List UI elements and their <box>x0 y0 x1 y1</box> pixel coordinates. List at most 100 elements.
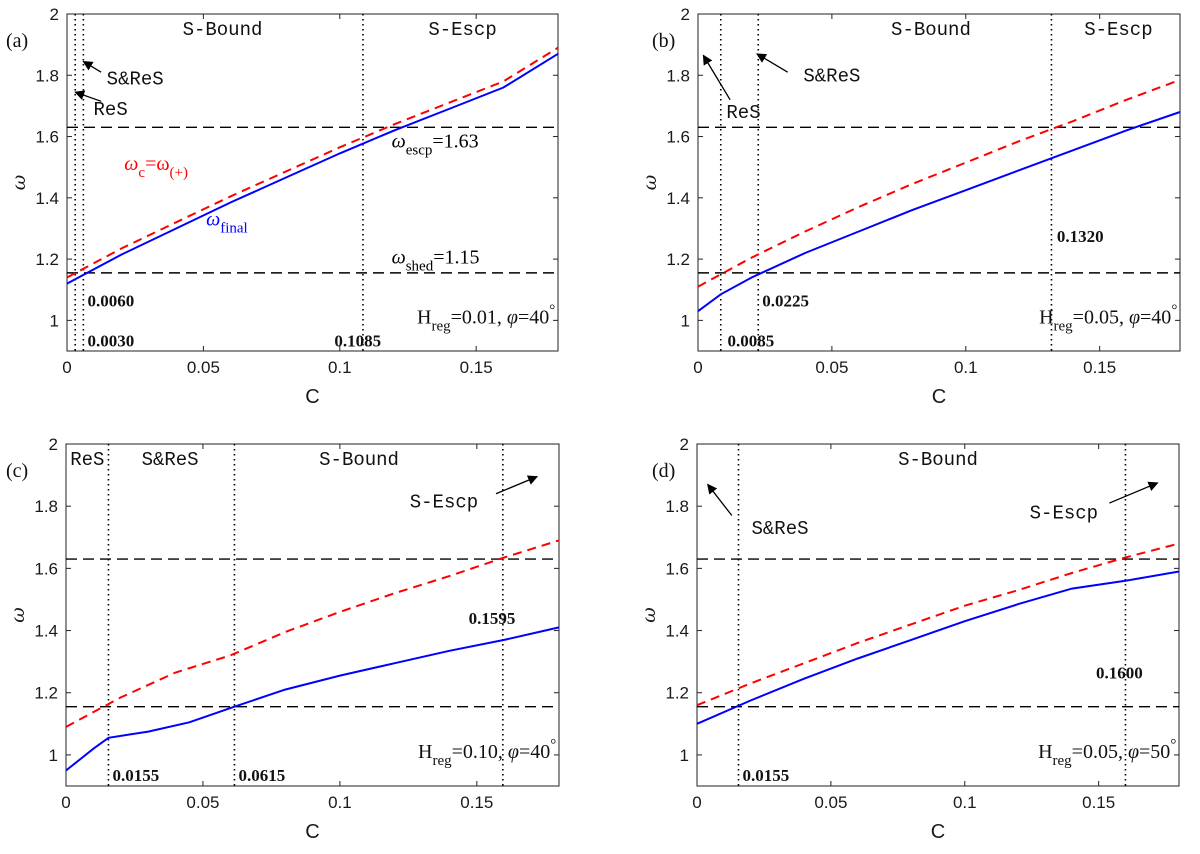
threshold-value: 0.0030 <box>87 331 134 350</box>
y-tick-label: 1.6 <box>34 559 58 578</box>
y-tick-label: 1.2 <box>665 684 689 703</box>
h-symbol: H <box>417 306 431 328</box>
y-tick-label: 1 <box>49 746 58 765</box>
annotation-arrow <box>756 53 789 73</box>
omega-label: ωescp=1.63 <box>392 130 479 158</box>
x-tick-label: 0.1 <box>953 793 977 812</box>
omega-value: =1.63 <box>432 130 478 152</box>
y-tick-label: 1.8 <box>34 497 58 516</box>
x-tick-label: 0.1 <box>328 793 352 812</box>
omega-subscript: c <box>138 165 145 181</box>
x-axis-label: C <box>305 821 319 843</box>
h-symbol: H <box>1039 306 1053 328</box>
omega-subscript: shed <box>406 259 434 275</box>
omega-label: ωc=ω(+) <box>124 153 188 181</box>
x-tick-label: 0.15 <box>460 358 493 377</box>
threshold-value: 0.0060 <box>87 291 134 310</box>
y-tick-label: 1 <box>681 311 690 330</box>
annotation-arrow <box>707 483 733 516</box>
parameter-label: Hreg=0.05, φ=50° <box>1038 737 1176 769</box>
h-subscript: reg <box>431 318 451 334</box>
y-axis-label: ω <box>7 607 29 623</box>
region-annotation: ReS <box>94 99 128 121</box>
x-tick-label: 0.15 <box>460 793 493 812</box>
y-tick-label: 2 <box>50 5 59 24</box>
h-symbol: H <box>1038 741 1052 763</box>
y-axis-label: ω <box>8 175 30 191</box>
h-value: =0.01, <box>451 306 507 328</box>
panel-d: 0 0.05 0.1 0.15 1 1.2 1.4 1.6 1.8 2 Cω S-Bound S&ReS… <box>638 435 1180 843</box>
region-label: S-Bound <box>891 19 971 41</box>
parameter-label: Hreg=0.05, φ=40° <box>1039 302 1177 334</box>
x-tick-label: 0.05 <box>814 793 847 812</box>
phi-value: =40 <box>1140 306 1171 328</box>
region-annotation: S&ReS <box>107 68 164 90</box>
degree-symbol: ° <box>1171 302 1177 318</box>
threshold-value: 0.1600 <box>1096 664 1143 683</box>
y-tick-label: 1 <box>50 311 59 330</box>
omega-final-curve <box>697 111 1181 313</box>
h-value: =0.05, <box>1072 741 1128 763</box>
panel-label: (d) <box>652 460 675 482</box>
y-tick-label: 1.2 <box>34 684 58 703</box>
omega-final-curve <box>696 570 1180 725</box>
panel-a: 0 0.05 0.1 0.15 1 1.2 1.4 1.6 1.8 2 Cω S-Bound S-Esc… <box>6 5 559 408</box>
region-annotation: S-Escp <box>410 492 478 514</box>
y-tick-label: 1.4 <box>666 189 690 208</box>
region-annotation: S-Escp <box>1030 502 1098 524</box>
omega-symbol: ω <box>392 130 406 152</box>
degree-symbol: ° <box>549 302 555 318</box>
region-label: S-Escp <box>1084 19 1152 41</box>
y-axis-label: ω <box>638 607 660 623</box>
region-label: S-Bound <box>319 449 399 471</box>
y-tick-label: 1.8 <box>35 66 59 85</box>
region-annotation: S&ReS <box>803 65 860 87</box>
panel-label: (b) <box>652 30 675 52</box>
y-tick-label: 2 <box>680 435 689 454</box>
panel-c: 0 0.05 0.1 0.15 1 1.2 1.4 1.6 1.8 2 Cω ReS S&ReS S-Bo… <box>6 435 560 843</box>
region-label: ReS <box>70 449 104 471</box>
x-tick-label: 0 <box>61 793 70 812</box>
x-tick-label: 0.05 <box>186 793 219 812</box>
x-axis-label: C <box>932 386 946 408</box>
h-subscript: reg <box>432 753 452 769</box>
axes-frame <box>66 13 559 352</box>
y-axis-label: ω <box>639 175 661 191</box>
threshold-value: 0.0615 <box>239 766 286 785</box>
h-subscript: reg <box>1053 753 1073 769</box>
phi-value: =40 <box>518 306 549 328</box>
omega-label: ωshed=1.15 <box>392 247 480 275</box>
y-tick-label: 2 <box>681 5 690 24</box>
omega-value: =1.15 <box>433 247 479 269</box>
region-annotation: S&ReS <box>752 518 809 540</box>
x-tick-label: 0.1 <box>328 358 352 377</box>
x-tick-label: 0 <box>693 358 702 377</box>
omega-subscript: (+) <box>170 165 188 181</box>
panel-b: 0 0.05 0.1 0.15 1 1.2 1.4 1.6 1.8 2 Cω S-Bound S-Esc… <box>639 5 1181 408</box>
y-tick-label: 1.2 <box>666 250 690 269</box>
x-tick-label: 0.15 <box>1082 793 1115 812</box>
omega-c-curve <box>66 46 559 279</box>
axes-frame <box>697 13 1181 352</box>
threshold-value: 0.0225 <box>762 291 809 310</box>
axes-frame <box>65 443 560 787</box>
phi-symbol: φ <box>1129 306 1140 328</box>
omega-subscript: escp <box>406 142 433 158</box>
x-axis-label: C <box>305 386 319 408</box>
region-label: S-Bound <box>898 449 978 471</box>
y-tick-label: 1.8 <box>666 66 690 85</box>
omega-final-curve <box>66 52 559 285</box>
x-tick-label: 0.05 <box>187 358 220 377</box>
parameter-label: Hreg=0.10, φ=40° <box>418 737 556 769</box>
x-tick-label: 0.05 <box>815 358 848 377</box>
annotation-arrow <box>1109 481 1159 504</box>
threshold-value: 0.0155 <box>743 766 790 785</box>
threshold-value: 0.0155 <box>113 766 160 785</box>
phi-symbol: φ <box>507 306 518 328</box>
x-tick-label: 0 <box>62 358 71 377</box>
y-tick-label: 1.2 <box>35 250 59 269</box>
region-label: S-Escp <box>428 19 496 41</box>
omega-c-curve <box>65 539 560 728</box>
annotation-arrow <box>82 60 102 73</box>
